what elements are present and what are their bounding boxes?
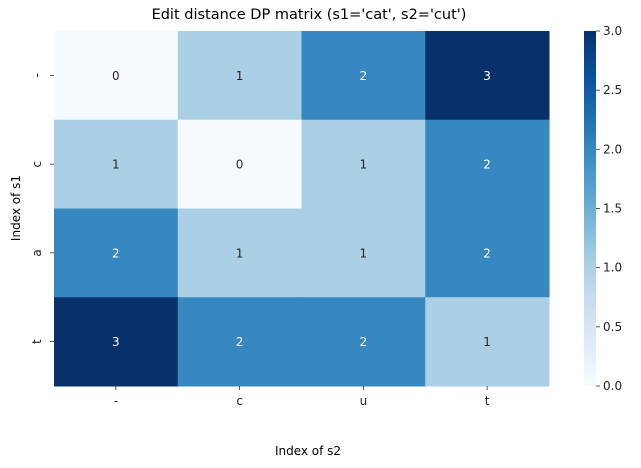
cell-value-label-r1-c3: 2 xyxy=(483,158,491,172)
cell-value-label-r2-c2: 1 xyxy=(360,246,368,260)
y-axis-ticks: - c a t xyxy=(30,73,54,344)
colorbar-tick-label-0: 0.0 xyxy=(603,379,622,393)
heatmap-cell-r0-c1 xyxy=(177,31,302,121)
cell-value-label-r2-c3: 2 xyxy=(483,246,491,260)
colorbar: 0.0 0.5 1.0 1.5 2.0 2.5 3.0 xyxy=(584,24,622,393)
heatmap-cell-r2-c1 xyxy=(177,208,302,298)
cell-value-label-r1-c1: 0 xyxy=(236,158,244,172)
heatmap-cell-r3-c1 xyxy=(177,297,302,387)
heatmap-cell-r3-c2 xyxy=(301,297,426,387)
heatmap-cell-r0-c3 xyxy=(425,31,550,121)
x-tick-label-1: c xyxy=(236,394,243,408)
colorbar-tick-label-6: 3.0 xyxy=(603,24,622,38)
heatmap-cell-r1-c2 xyxy=(301,119,426,209)
cell-value-label-r3-c1: 2 xyxy=(236,335,244,349)
heatmap-cell-r1-c3 xyxy=(425,119,550,209)
heatmap-cell-r1-c0 xyxy=(54,119,179,209)
y-tick-label-0: - xyxy=(30,73,44,77)
cell-value-label-r1-c2: 1 xyxy=(360,158,368,172)
cell-value-label-r3-c0: 3 xyxy=(112,335,120,349)
y-axis-label: Index of s1 xyxy=(9,175,23,241)
y-tick-label-3: t xyxy=(30,339,44,344)
colorbar-tick-label-4: 2.0 xyxy=(603,142,622,156)
cell-value-label-r3-c2: 2 xyxy=(360,335,368,349)
y-tick-label-2: a xyxy=(30,249,44,256)
cell-value-label-r2-c1: 1 xyxy=(236,246,244,260)
colorbar-tick-label-5: 2.5 xyxy=(603,83,622,97)
x-tick-label-2: u xyxy=(360,394,368,408)
heatmap-cell-r2-c3 xyxy=(425,208,550,298)
colorbar-gradient xyxy=(584,31,596,386)
colorbar-tick-label-2: 1.0 xyxy=(603,261,622,275)
heatmap-cell-r3-c3 xyxy=(425,297,550,387)
x-tick-label-0: - xyxy=(114,394,118,408)
y-tick-label-1: c xyxy=(30,161,44,168)
cell-value-label-r0-c1: 1 xyxy=(236,69,244,83)
cell-value-label-r2-c0: 2 xyxy=(112,246,120,260)
heatmap-cell-r3-c0 xyxy=(54,297,179,387)
cell-value-label-r1-c0: 1 xyxy=(112,158,120,172)
x-tick-label-3: t xyxy=(485,394,490,408)
heatmap-cell-r0-c0 xyxy=(54,31,179,121)
heatmap-cell-r1-c1 xyxy=(177,119,302,209)
cell-value-label-r0-c2: 2 xyxy=(360,69,368,83)
colorbar-ticks: 0.0 0.5 1.0 1.5 2.0 2.5 3.0 xyxy=(596,24,622,393)
cell-value-label-r3-c3: 1 xyxy=(483,335,491,349)
x-axis-label: Index of s2 xyxy=(275,444,341,458)
cell-value-label-r0-c3: 3 xyxy=(483,69,491,83)
heatmap-cell-r0-c2 xyxy=(301,31,426,121)
colorbar-tick-label-1: 0.5 xyxy=(603,320,622,334)
heatmap-cell-r2-c2 xyxy=(301,208,426,298)
chart-title: Edit distance DP matrix (s1='cat', s2='c… xyxy=(152,7,467,23)
heatmap-cell-labels: 0 1 2 3 1 0 1 2 2 1 1 2 3 2 2 1 xyxy=(112,69,491,349)
heatmap-cells xyxy=(54,31,550,387)
heatmap-cell-r2-c0 xyxy=(54,208,179,298)
colorbar-tick-label-3: 1.5 xyxy=(603,202,622,216)
cell-value-label-r0-c0: 0 xyxy=(112,69,120,83)
